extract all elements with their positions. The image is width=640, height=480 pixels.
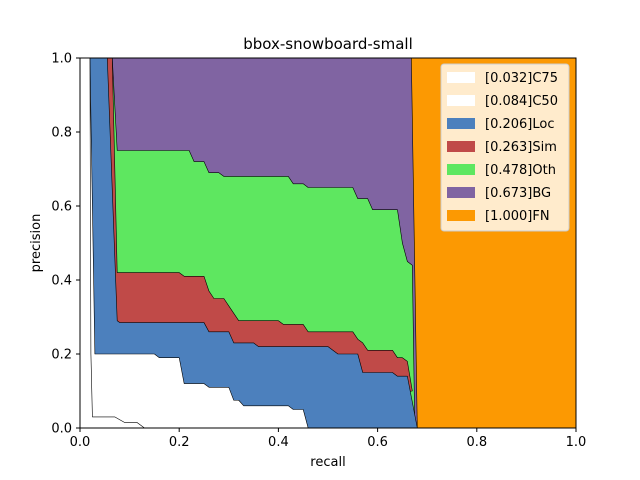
x-axis-label: recall — [310, 455, 345, 470]
legend-swatch — [447, 118, 475, 129]
legend-label: [0.032]C75 — [485, 71, 558, 86]
y-tick-label: 0.0 — [51, 422, 72, 437]
legend-label: [0.263]Sim — [485, 140, 557, 155]
legend-label: [0.206]Loc — [485, 117, 554, 132]
plot-frame — [79, 57, 577, 429]
x-tick-label: 0.8 — [466, 435, 487, 450]
x-tick-label: 0.0 — [70, 435, 91, 450]
legend-swatch — [447, 164, 475, 175]
y-tick-label: 0.4 — [51, 274, 72, 289]
legend-label: [0.084]C50 — [485, 94, 558, 109]
legend-swatch — [447, 141, 475, 152]
x-tick-label: 0.6 — [367, 435, 388, 450]
legend: [0.032]C75 [0.084]C50 [0.206]Loc [0.263]Sim… — [440, 63, 570, 232]
y-tick-label: 0.8 — [51, 126, 72, 141]
legend-label: [1.000]FN — [485, 209, 550, 224]
x-axis: 0.0 0.2 0.4 0.6 0.8 1.0 — [70, 428, 587, 450]
y-axis-label: precision — [29, 214, 44, 273]
y-tick-label: 0.2 — [51, 348, 72, 363]
area-series-1 — [79, 57, 309, 429]
y-axis: 0.0 0.2 0.4 0.6 0.8 1.0 — [51, 52, 80, 437]
y-tick-label: 0.6 — [51, 200, 72, 215]
x-tick-label: 0.2 — [169, 435, 190, 450]
chart-title: bbox-snowboard-small — [243, 35, 413, 53]
legend-swatch — [447, 95, 475, 106]
legend-label: [0.478]Oth — [485, 163, 556, 178]
x-tick-label: 1.0 — [566, 435, 587, 450]
area-series-2 — [79, 57, 418, 429]
legend-swatch — [447, 187, 475, 198]
y-tick-label: 1.0 — [51, 52, 72, 67]
legend-swatch — [447, 72, 475, 83]
x-tick-label: 0.4 — [268, 435, 289, 450]
legend-label: [0.673]BG — [485, 186, 551, 201]
legend-swatch — [447, 210, 475, 221]
